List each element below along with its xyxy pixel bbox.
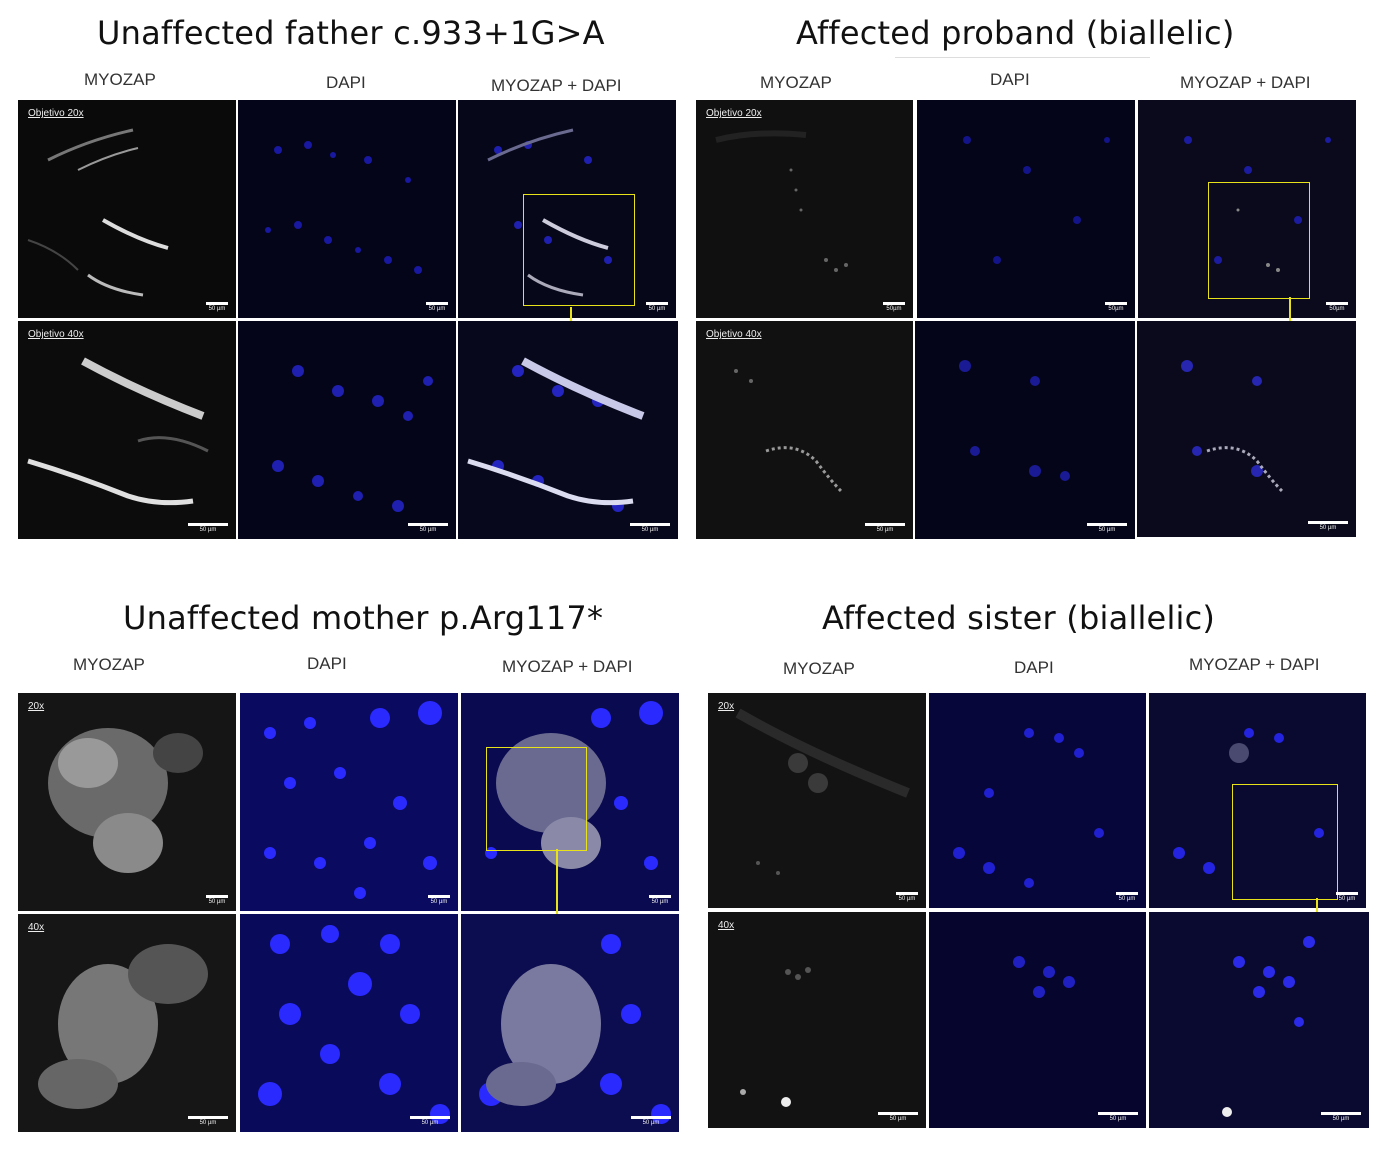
zoom-arrow: [556, 849, 558, 921]
scale-bar: 50 µm: [630, 523, 670, 533]
scale-bar: 50 µm: [896, 892, 918, 902]
micrograph-mother-40x-merge: 50 µm: [461, 914, 679, 1132]
zoom-arrow: [1316, 898, 1318, 922]
scale-bar: 50 µm: [428, 895, 450, 905]
zoom-region-box: [1208, 182, 1310, 299]
micrograph-mother-20x-dapi: 50 µm: [240, 693, 458, 911]
scale-bar: 50 µm: [631, 1116, 671, 1126]
panel-title-proband: Affected proband (biallelic): [796, 14, 1235, 52]
magnification-tag: 20x: [28, 701, 45, 712]
channel-label-merge: MYOZAP + DAPI: [491, 76, 622, 95]
panel-title-father: Unaffected father c.933+1G>A: [97, 14, 605, 52]
channel-label-merge: MYOZAP + DAPI: [1180, 73, 1311, 92]
micrograph-proband-40x-merge: 50 µm: [1137, 321, 1356, 537]
channel-label-dapi: DAPI: [326, 73, 366, 92]
scale-bar: 50 µm: [878, 1112, 918, 1122]
micrograph-father-20x-merge: 50 µm: [458, 100, 676, 318]
scale-bar: 50 µm: [188, 1116, 228, 1126]
channel-label-myozap: MYOZAP: [73, 655, 145, 674]
scale-bar: 50 µm: [206, 895, 228, 905]
scale-bar: 50 µm: [1336, 892, 1358, 902]
channel-label-merge: MYOZAP + DAPI: [502, 657, 633, 676]
channel-label-merge: MYOZAP + DAPI: [1189, 655, 1320, 674]
scale-bar: 50 µm: [426, 302, 448, 312]
scale-bar: 50 µm: [1321, 1112, 1361, 1122]
micrograph-father-40x-merge: 50 µm: [458, 321, 678, 539]
micrograph-father-40x-dapi: 50 µm: [238, 321, 456, 539]
micrograph-proband-20x-myozap: Objetivo 20x 50µm: [696, 100, 913, 318]
panel-title-sister: Affected sister (biallelic): [822, 599, 1216, 637]
channel-label-myozap: MYOZAP: [783, 659, 855, 678]
scale-bar: 50 µm: [865, 523, 905, 533]
magnification-tag: Objetivo 40x: [28, 329, 84, 340]
channel-label-dapi: DAPI: [990, 70, 1030, 89]
micrograph-sister-40x-dapi: 50 µm: [929, 912, 1146, 1128]
magnification-tag: Objetivo 40x: [706, 329, 762, 340]
micrograph-sister-20x-merge: 50 µm: [1149, 693, 1366, 908]
scale-bar: 50 µm: [649, 895, 671, 905]
channel-label-dapi: DAPI: [1014, 658, 1054, 677]
zoom-region-box: [486, 747, 587, 851]
micrograph-father-20x-myozap: Objetivo 20x 50 µm: [18, 100, 236, 318]
micrograph-mother-20x-myozap: 20x 50 µm: [18, 693, 236, 911]
scale-bar: 50µm: [1105, 302, 1127, 312]
scale-bar: 50 µm: [1116, 892, 1138, 902]
scale-bar: 50 µm: [410, 1116, 450, 1126]
magnification-tag: 40x: [718, 920, 735, 931]
magnification-tag: 40x: [28, 922, 45, 933]
micrograph-sister-40x-merge: 50 µm: [1149, 912, 1369, 1128]
micrograph-sister-20x-myozap: 20x 50 µm: [708, 693, 926, 908]
micrograph-father-40x-myozap: Objetivo 40x 50 µm: [18, 321, 236, 539]
micrograph-proband-20x-dapi: 50µm: [917, 100, 1135, 318]
scale-bar: 50 µm: [646, 302, 668, 312]
scale-bar: 50 µm: [1098, 1112, 1138, 1122]
scale-bar: 50 µm: [408, 523, 448, 533]
scale-bar: 50 µm: [1308, 521, 1348, 531]
micrograph-father-20x-dapi: 50 µm: [238, 100, 456, 318]
magnification-tag: Objetivo 20x: [706, 108, 762, 119]
magnification-tag: Objetivo 20x: [28, 108, 84, 119]
zoom-region-box: [523, 194, 635, 306]
channel-label-dapi: DAPI: [307, 654, 347, 673]
micrograph-proband-20x-merge: 50µm: [1138, 100, 1356, 318]
scale-bar: 50 µm: [1087, 523, 1127, 533]
zoom-region-box: [1232, 784, 1338, 900]
micrograph-sister-40x-myozap: 40x 50 µm: [708, 912, 926, 1128]
micrograph-mother-40x-dapi: 50 µm: [240, 914, 458, 1132]
title-underline: [895, 57, 1150, 58]
micrograph-proband-40x-dapi: 50 µm: [915, 321, 1135, 539]
micrograph-sister-20x-dapi: 50 µm: [929, 693, 1146, 908]
channel-label-myozap: MYOZAP: [84, 70, 156, 89]
scale-bar: 50µm: [883, 302, 905, 312]
scale-bar: 50µm: [1326, 302, 1348, 312]
scale-bar: 50 µm: [188, 523, 228, 533]
micrograph-mother-40x-myozap: 40x 50 µm: [18, 914, 236, 1132]
channel-label-myozap: MYOZAP: [760, 73, 832, 92]
micrograph-mother-20x-merge: 50 µm: [461, 693, 679, 911]
scale-bar: 50 µm: [206, 302, 228, 312]
zoom-arrow: [1289, 297, 1291, 333]
panel-title-mother: Unaffected mother p.Arg117*: [123, 599, 604, 637]
magnification-tag: 20x: [718, 701, 735, 712]
micrograph-proband-40x-myozap: Objetivo 40x 50 µm: [696, 321, 913, 539]
